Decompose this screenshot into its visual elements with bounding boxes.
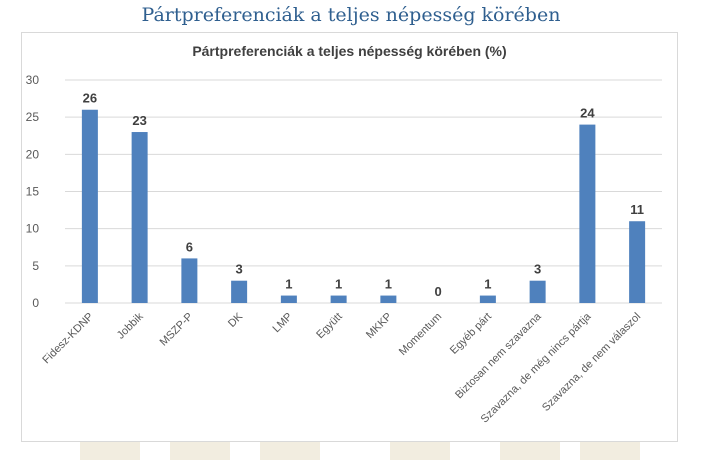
bar xyxy=(529,280,546,303)
x-tick-label: LMP xyxy=(271,311,295,335)
x-tick-label: Momentum xyxy=(397,311,444,358)
chart-title: Pártpreferenciák a teljes népesség köréb… xyxy=(192,43,507,59)
x-tick-label: DK xyxy=(226,310,246,330)
y-tick-label: 20 xyxy=(26,147,40,161)
x-tick-label: Egyéb párt xyxy=(448,311,494,357)
data-label: 1 xyxy=(385,277,392,292)
data-label: 1 xyxy=(484,277,491,292)
y-tick-label: 10 xyxy=(26,222,40,236)
x-tick-label: MSZP-P xyxy=(158,311,196,349)
x-tick-label: MKKP xyxy=(364,311,395,342)
y-tick-label: 25 xyxy=(26,110,40,124)
bar xyxy=(330,295,347,303)
bar xyxy=(131,132,148,303)
y-tick-label: 15 xyxy=(26,185,40,199)
x-tick-label: Biztosan nem szavazna xyxy=(453,310,544,401)
data-label: 0 xyxy=(435,284,442,299)
bar xyxy=(579,124,596,303)
x-tick-label: Szavazna, de nem válaszol xyxy=(540,311,643,414)
bar xyxy=(629,221,646,303)
bar xyxy=(231,280,248,303)
x-tick-label: Jobbik xyxy=(115,310,146,341)
bar xyxy=(181,258,198,303)
bar xyxy=(380,295,397,303)
y-tick-label: 0 xyxy=(32,296,39,310)
data-label: 1 xyxy=(335,277,342,292)
bar xyxy=(81,109,98,303)
data-label: 3 xyxy=(534,262,541,277)
data-label: 11 xyxy=(630,202,644,217)
y-tick-label: 30 xyxy=(26,73,40,87)
chart-frame: Pártpreferenciák a teljes népesség köréb… xyxy=(21,32,678,442)
page-heading: Pártpreferenciák a teljes népesség köréb… xyxy=(141,4,561,26)
data-label: 23 xyxy=(132,113,146,128)
data-label: 24 xyxy=(580,106,595,121)
data-label: 3 xyxy=(236,262,243,277)
watermark-decoration xyxy=(60,438,660,460)
bar xyxy=(280,295,297,303)
data-label: 1 xyxy=(285,277,292,292)
y-tick-label: 5 xyxy=(32,259,39,273)
bar-chart: 05101520253026Fidesz-KDNP23Jobbik6MSZP-P… xyxy=(26,73,662,425)
x-tick-label: Fidesz-KDNP xyxy=(40,311,96,367)
data-label: 6 xyxy=(186,239,193,254)
x-tick-label: Együtt xyxy=(314,311,345,342)
bar xyxy=(479,295,496,303)
data-label: 26 xyxy=(83,91,97,106)
